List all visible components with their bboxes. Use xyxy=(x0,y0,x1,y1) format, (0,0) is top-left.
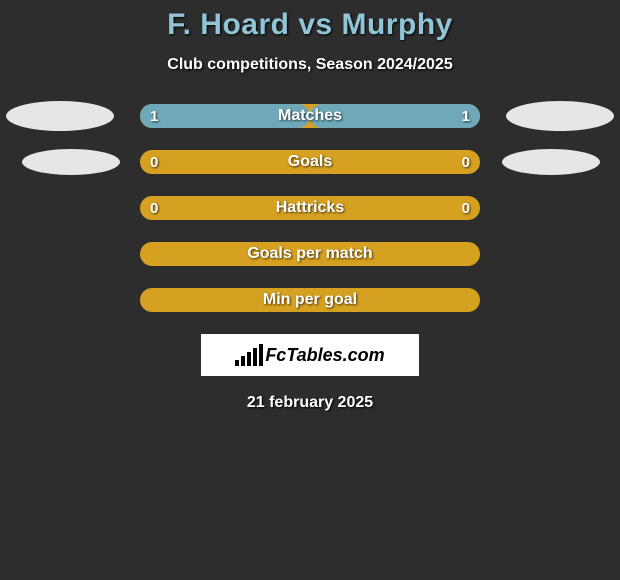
stat-value-right: 0 xyxy=(462,154,470,171)
stat-label: Goals xyxy=(288,153,332,171)
bars-icon xyxy=(235,344,261,366)
stat-label: Matches xyxy=(278,107,342,125)
stat-bar: 1 1 Matches xyxy=(140,104,480,128)
stat-label: Min per goal xyxy=(263,291,357,309)
stat-row: 1 1 Matches xyxy=(0,104,620,128)
stat-row: 0 0 Hattricks xyxy=(0,196,620,220)
stat-value-left: 1 xyxy=(150,108,158,125)
brand-badge: FcTables.com xyxy=(201,334,419,376)
stat-value-left: 0 xyxy=(150,154,158,171)
page-title: F. Hoard vs Murphy xyxy=(0,8,620,42)
subtitle: Club competitions, Season 2024/2025 xyxy=(0,56,620,74)
stat-bar: 0 0 Hattricks xyxy=(140,196,480,220)
stat-value-left: 0 xyxy=(150,200,158,217)
player-right-shape xyxy=(506,101,614,131)
stats-list: 1 1 Matches 0 0 Goals 0 0 Hattricks Goals per mat… xyxy=(0,104,620,312)
stat-bar: Min per goal xyxy=(140,288,480,312)
brand-icon-bar xyxy=(247,352,251,366)
stat-row: Goals per match xyxy=(0,242,620,266)
date-label: 21 february 2025 xyxy=(0,394,620,412)
brand-icon-bar xyxy=(253,348,257,366)
stat-row: Min per goal xyxy=(0,288,620,312)
player-left-shape xyxy=(22,149,120,175)
player-right-shape xyxy=(502,149,600,175)
stat-bar: 0 0 Goals xyxy=(140,150,480,174)
player-left-shape xyxy=(6,101,114,131)
brand-text: FcTables.com xyxy=(265,345,384,366)
stat-value-right: 0 xyxy=(462,200,470,217)
brand-icon-bar xyxy=(241,356,245,366)
stat-bar: Goals per match xyxy=(140,242,480,266)
comparison-infographic: F. Hoard vs Murphy Club competitions, Se… xyxy=(0,0,620,412)
stat-label: Goals per match xyxy=(247,245,372,263)
stat-row: 0 0 Goals xyxy=(0,150,620,174)
stat-label: Hattricks xyxy=(276,199,344,217)
stat-value-right: 1 xyxy=(462,108,470,125)
brand-icon-bar xyxy=(259,344,263,366)
brand-icon-bar xyxy=(235,360,239,366)
